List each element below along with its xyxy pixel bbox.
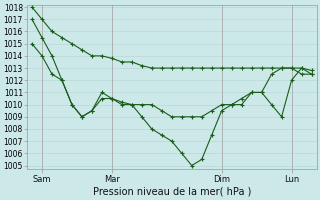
X-axis label: Pression niveau de la mer( hPa ): Pression niveau de la mer( hPa ) <box>92 187 251 197</box>
